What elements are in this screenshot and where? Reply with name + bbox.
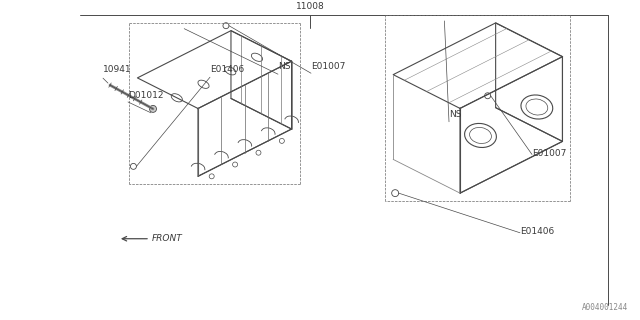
Text: D01012: D01012 <box>128 91 163 100</box>
Text: 10941: 10941 <box>103 65 132 74</box>
Text: FRONT: FRONT <box>152 234 183 243</box>
Text: NS: NS <box>278 62 291 71</box>
Text: E01007: E01007 <box>311 62 346 71</box>
Text: E01007: E01007 <box>532 149 566 158</box>
Text: A004001244: A004001244 <box>582 303 628 312</box>
Circle shape <box>150 105 157 112</box>
Text: E01406: E01406 <box>210 65 244 74</box>
Text: 11008: 11008 <box>296 2 324 11</box>
Text: E01406: E01406 <box>520 227 554 236</box>
Text: NS: NS <box>449 110 461 119</box>
